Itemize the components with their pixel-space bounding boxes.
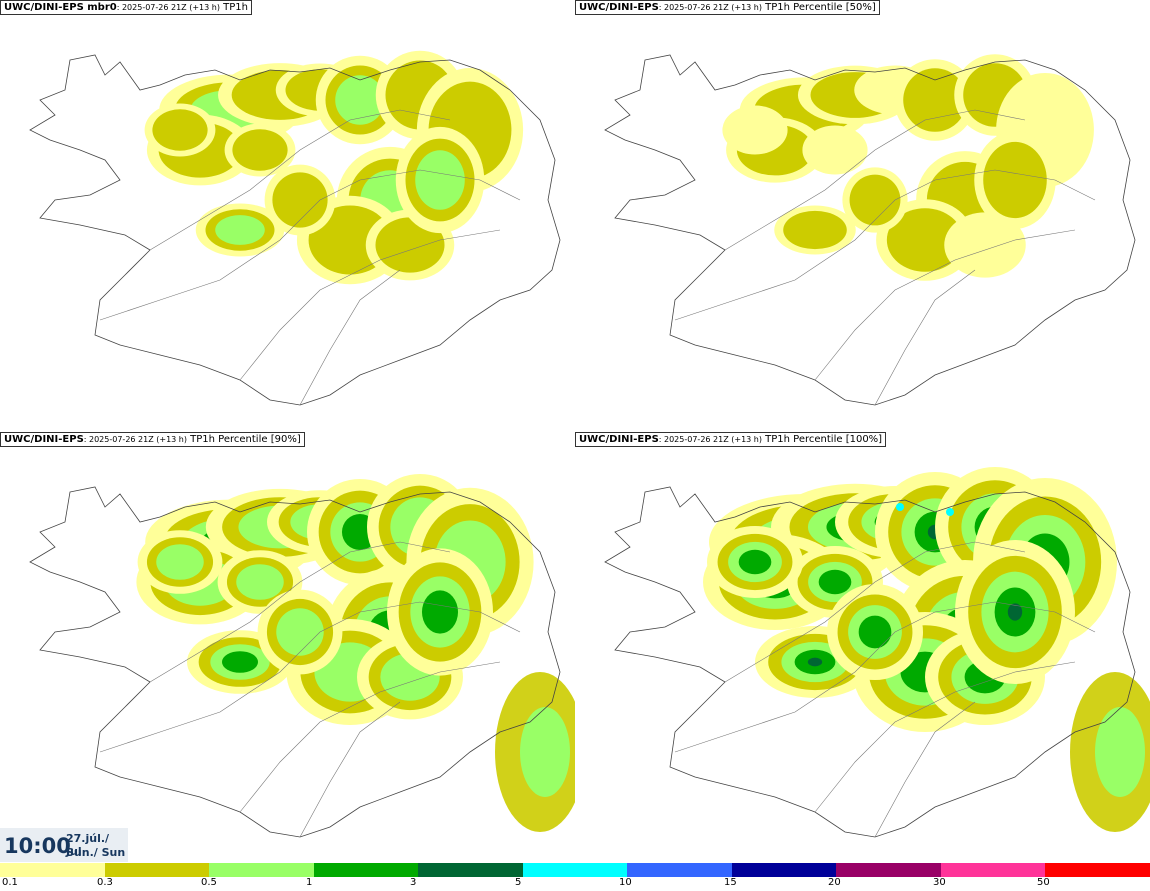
map-panel-p50: UWC/DINI-EPS: 2025-07-26 21Z (+13 h) TP1… xyxy=(575,0,1150,432)
panel-title: UWC/DINI-EPS: 2025-07-26 21Z (+13 h) TP1… xyxy=(0,432,305,447)
road-line xyxy=(239,229,501,381)
colorbar-tick-label: 0.1 xyxy=(2,877,18,888)
road-line xyxy=(99,601,521,753)
precip-contour xyxy=(783,210,847,250)
colorbar-tick-label: 1 xyxy=(306,877,313,888)
panel-title: UWC/DINI-EPS: 2025-07-26 21Z (+13 h) TP1… xyxy=(575,432,887,447)
road-line xyxy=(724,541,1026,683)
colorbar-tick-label: 0.5 xyxy=(201,877,217,888)
colorbar-swatch xyxy=(731,863,837,877)
coastline xyxy=(29,486,561,838)
colorbar-swatch xyxy=(418,863,523,877)
colorbar xyxy=(0,863,1150,877)
precip-contour xyxy=(818,569,852,595)
coastline xyxy=(29,54,561,406)
precip-contour xyxy=(983,141,1047,219)
precip-contour xyxy=(276,608,324,656)
colorbar-tick-label: 3 xyxy=(410,877,417,888)
road-line xyxy=(724,109,1026,251)
colorbar-swatch xyxy=(940,863,1046,877)
colorbar-tick-label: 20 xyxy=(828,877,841,888)
precip-contour xyxy=(272,172,328,228)
precip-contour xyxy=(421,590,459,634)
colorbar-swatch xyxy=(104,863,210,877)
road-line xyxy=(874,701,976,838)
precip-contour xyxy=(221,651,259,673)
precip-contour xyxy=(335,75,385,125)
precip-contour xyxy=(903,68,967,132)
road-line xyxy=(99,169,521,321)
road-line xyxy=(239,661,501,813)
precip-contour xyxy=(802,125,868,175)
precip-map xyxy=(604,467,1150,838)
map-panel-p100: UWC/DINI-EPS: 2025-07-26 21Z (+13 h) TP1… xyxy=(575,432,1150,864)
valid-time: 10:00 xyxy=(4,834,71,858)
precip-contour xyxy=(1095,707,1145,797)
precip-contour xyxy=(152,109,208,151)
precip-map xyxy=(604,54,1136,406)
colorbar-tick-label: 5 xyxy=(515,877,522,888)
coastline xyxy=(604,54,1136,406)
precip-contour xyxy=(156,544,204,580)
colorbar-swatch xyxy=(209,863,314,877)
precip-contour xyxy=(215,215,265,245)
colorbar-swatch xyxy=(0,863,105,877)
colorbar-swatch xyxy=(627,863,732,877)
colorbar-tick-label: 10 xyxy=(619,877,632,888)
road-line xyxy=(299,701,401,838)
colorbar-swatch xyxy=(522,863,628,877)
road-line xyxy=(149,109,451,251)
road-line xyxy=(674,169,1096,321)
precip-contour xyxy=(849,174,901,226)
road-line xyxy=(149,541,451,683)
precip-map xyxy=(29,474,575,838)
road-line xyxy=(299,269,401,406)
precip-map xyxy=(29,50,561,406)
precip-contour xyxy=(375,217,445,273)
panel-title: UWC/DINI-EPS mbr0: 2025-07-26 21Z (+13 h… xyxy=(0,0,252,15)
precip-contour xyxy=(858,615,892,649)
colorbar-tick-label: 30 xyxy=(933,877,946,888)
colorbar-swatch xyxy=(836,863,941,877)
road-line xyxy=(674,601,1096,753)
precip-contour xyxy=(232,129,288,171)
precip-contour xyxy=(415,150,465,210)
map-panel-mbr0: UWC/DINI-EPS mbr0: 2025-07-26 21Z (+13 h… xyxy=(0,0,575,432)
panel-title: UWC/DINI-EPS: 2025-07-26 21Z (+13 h) TP1… xyxy=(575,0,880,15)
road-line xyxy=(814,229,1076,381)
colorbar-tick-label: 0.3 xyxy=(97,877,113,888)
precip-contour xyxy=(520,707,570,797)
valid-date: 27.júl./ Jul xyxy=(66,832,110,858)
valid-weekday: Sun./ Sun xyxy=(66,846,126,859)
precip-contour xyxy=(1007,603,1023,621)
road-line xyxy=(874,269,976,406)
colorbar-tick-label: 15 xyxy=(724,877,737,888)
colorbar-swatch xyxy=(313,863,419,877)
coastline xyxy=(604,486,1136,838)
precip-contour xyxy=(896,503,904,511)
precip-contour xyxy=(944,212,1026,278)
map-panel-p90: UWC/DINI-EPS: 2025-07-26 21Z (+13 h) TP1… xyxy=(0,432,575,864)
precip-contour xyxy=(807,657,823,667)
road-line xyxy=(814,661,1076,813)
precip-contour xyxy=(886,208,964,272)
colorbar-tick-label: 50 xyxy=(1037,877,1050,888)
colorbar-swatch xyxy=(1045,863,1150,877)
precip-contour xyxy=(722,105,788,155)
precip-contour xyxy=(738,549,772,575)
precip-contour xyxy=(236,564,284,600)
valid-time-box: 10:00 27.júl./ Jul Sun./ Sun xyxy=(0,828,128,862)
precip-contour xyxy=(946,508,954,516)
